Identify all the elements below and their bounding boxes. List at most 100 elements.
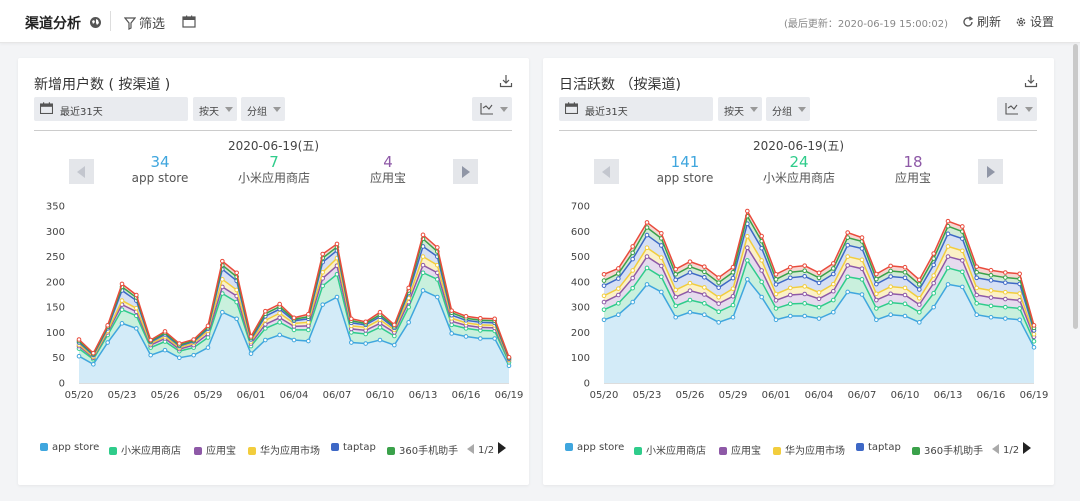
data-point[interactable]	[191, 337, 196, 342]
data-point[interactable]	[291, 315, 297, 321]
data-point[interactable]	[119, 281, 125, 287]
data-point[interactable]	[687, 288, 693, 294]
data-point[interactable]	[716, 294, 721, 300]
data-point[interactable]	[277, 301, 282, 307]
legend-next-icon[interactable]	[498, 442, 507, 454]
data-point[interactable]	[716, 309, 721, 314]
date-range-picker[interactable]: 最近31天	[34, 97, 188, 121]
data-point[interactable]	[320, 302, 325, 307]
data-point[interactable]	[334, 241, 340, 247]
data-point[interactable]	[759, 245, 764, 251]
data-point[interactable]	[902, 264, 908, 270]
data-point[interactable]	[773, 317, 779, 323]
data-point[interactable]	[730, 302, 736, 308]
data-point[interactable]	[616, 276, 621, 281]
data-point[interactable]	[148, 352, 153, 358]
data-point[interactable]	[1017, 271, 1022, 277]
data-point[interactable]	[306, 327, 311, 333]
data-point[interactable]	[659, 255, 664, 260]
data-point[interactable]	[1017, 317, 1022, 323]
data-point[interactable]	[802, 273, 807, 279]
data-point[interactable]	[831, 288, 836, 294]
data-point[interactable]	[478, 336, 483, 341]
data-point[interactable]	[673, 314, 678, 320]
data-point[interactable]	[888, 291, 893, 297]
data-point[interactable]	[831, 281, 836, 287]
data-point[interactable]	[974, 269, 979, 275]
legend-item-huawei[interactable]: 华为应用市场	[248, 442, 320, 457]
chart-type-dropdown[interactable]	[472, 97, 512, 121]
data-point[interactable]	[91, 361, 96, 367]
data-point[interactable]	[730, 293, 736, 299]
data-point[interactable]	[945, 265, 951, 271]
data-point[interactable]	[248, 351, 254, 356]
data-point[interactable]	[1003, 289, 1008, 295]
data-point[interactable]	[1003, 280, 1008, 285]
data-point[interactable]	[119, 321, 125, 326]
data-point[interactable]	[874, 276, 879, 282]
data-point[interactable]	[463, 334, 469, 339]
legend-item-yingyongbao[interactable]: 应用宝	[719, 442, 761, 457]
data-point[interactable]	[601, 317, 607, 323]
data-point[interactable]	[802, 301, 807, 306]
data-point[interactable]	[874, 306, 879, 311]
data-point[interactable]	[845, 289, 850, 295]
legend-item-app-store[interactable]: app store	[565, 442, 624, 453]
data-point[interactable]	[478, 315, 483, 321]
data-point[interactable]	[974, 312, 979, 318]
data-point[interactable]	[917, 287, 922, 292]
data-point[interactable]	[673, 294, 678, 300]
data-point[interactable]	[119, 298, 125, 303]
data-point[interactable]	[644, 220, 650, 225]
data-point[interactable]	[917, 295, 922, 301]
data-point[interactable]	[644, 282, 650, 287]
data-point[interactable]	[831, 261, 836, 266]
data-point[interactable]	[659, 289, 664, 295]
data-point[interactable]	[377, 325, 383, 330]
data-point[interactable]	[601, 299, 607, 305]
data-point[interactable]	[420, 288, 426, 293]
data-point[interactable]	[76, 353, 82, 359]
data-point[interactable]	[205, 323, 211, 329]
data-point[interactable]	[687, 297, 693, 303]
next-date-button[interactable]	[978, 159, 1003, 184]
data-point[interactable]	[974, 285, 979, 291]
data-point[interactable]	[945, 244, 951, 249]
globe-icon[interactable]	[89, 14, 102, 33]
data-point[interactable]	[406, 285, 411, 291]
data-point[interactable]	[917, 320, 922, 325]
data-point[interactable]	[630, 256, 635, 262]
data-point[interactable]	[874, 317, 879, 323]
data-point[interactable]	[363, 319, 368, 325]
data-point[interactable]	[392, 322, 397, 328]
data-point[interactable]	[788, 301, 793, 307]
data-point[interactable]	[616, 301, 621, 306]
data-point[interactable]	[177, 341, 182, 346]
data-point[interactable]	[702, 312, 707, 318]
next-date-button[interactable]	[453, 159, 478, 184]
data-point[interactable]	[888, 263, 893, 269]
data-point[interactable]	[902, 269, 908, 275]
page-scrollbar[interactable]	[1073, 44, 1078, 329]
data-point[interactable]	[687, 264, 693, 269]
data-point[interactable]	[859, 246, 865, 251]
data-point[interactable]	[816, 290, 822, 295]
data-point[interactable]	[917, 302, 922, 307]
data-point[interactable]	[888, 268, 893, 274]
data-point[interactable]	[874, 281, 879, 287]
data-point[interactable]	[988, 314, 994, 320]
data-point[interactable]	[220, 258, 225, 264]
data-point[interactable]	[702, 264, 707, 269]
legend-prev-icon[interactable]	[467, 444, 474, 454]
data-point[interactable]	[1031, 345, 1037, 350]
data-point[interactable]	[162, 329, 168, 334]
data-point[interactable]	[506, 354, 512, 360]
prev-date-button[interactable]	[69, 159, 94, 184]
data-point[interactable]	[1031, 338, 1037, 344]
data-point[interactable]	[945, 282, 951, 287]
data-point[interactable]	[859, 277, 865, 282]
data-point[interactable]	[730, 314, 736, 320]
data-point[interactable]	[191, 352, 196, 358]
data-point[interactable]	[730, 264, 736, 270]
data-point[interactable]	[334, 294, 340, 300]
